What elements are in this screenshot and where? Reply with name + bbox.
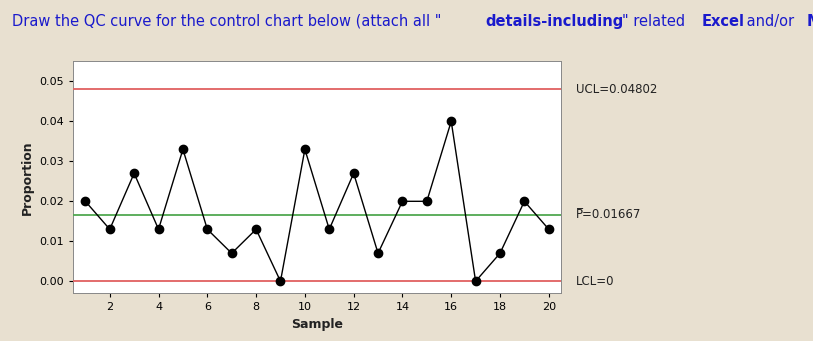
Text: Draw the QC curve for the control chart below (attach all ": Draw the QC curve for the control chart …: [12, 14, 441, 29]
Text: P̅=0.01667: P̅=0.01667: [576, 208, 641, 221]
Text: LCL=0: LCL=0: [576, 275, 614, 288]
Text: " related: " related: [622, 14, 689, 29]
Y-axis label: Proportion: Proportion: [21, 140, 34, 214]
Text: UCL=0.04802: UCL=0.04802: [576, 83, 657, 96]
Text: Minitab: Minitab: [806, 14, 813, 29]
Text: details-including: details-including: [485, 14, 624, 29]
Text: Excel: Excel: [702, 14, 745, 29]
X-axis label: Sample: Sample: [291, 318, 343, 331]
Text: and/or: and/or: [742, 14, 799, 29]
